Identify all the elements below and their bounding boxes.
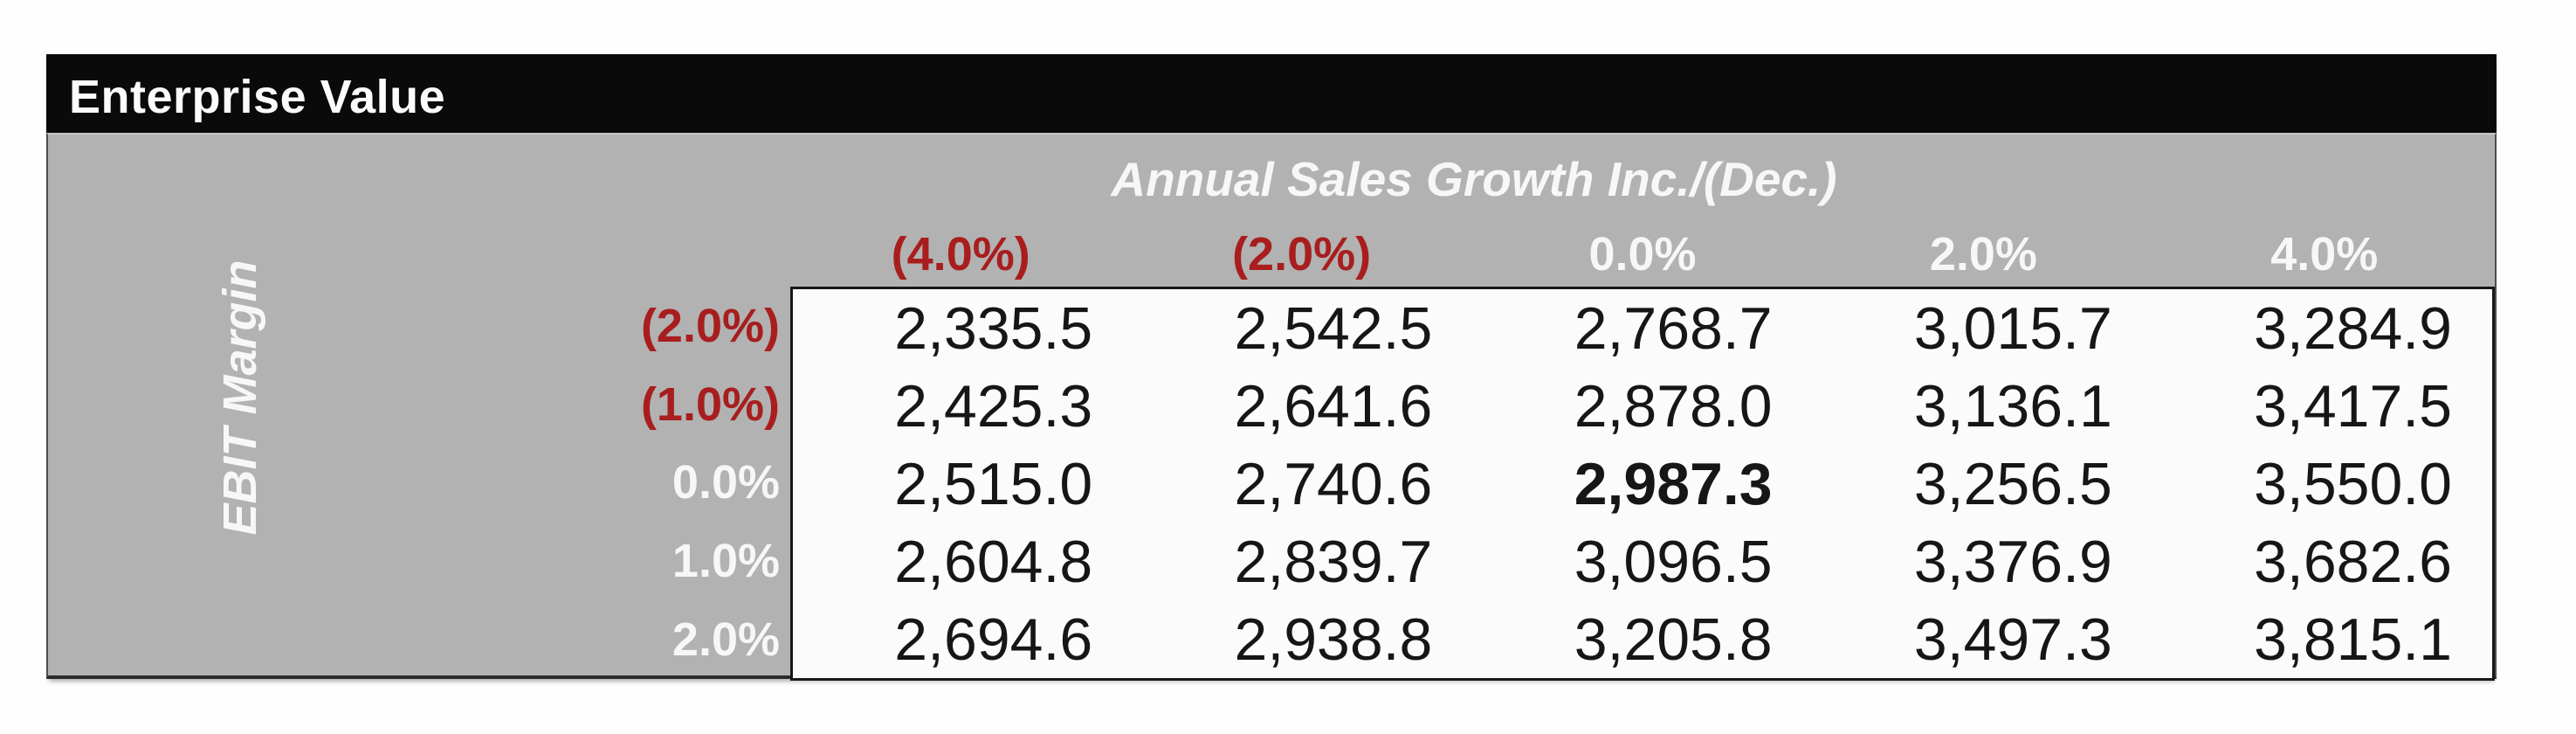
column-headers-row: (4.0%) (2.0%) 0.0% 2.0% 4.0% xyxy=(790,210,2495,287)
sensitivity-panel: Annual Sales Growth Inc./(Dec.) EBIT Mar… xyxy=(46,133,2497,681)
data-cell-r1-c1[interactable]: 2,641.6 xyxy=(1234,372,1433,440)
row-header-cell-0[interactable]: (2.0%) xyxy=(640,299,780,352)
column-header-cell-2[interactable]: 0.0% xyxy=(1588,228,1697,280)
data-cell-r0-c1[interactable]: 2,542.5 xyxy=(1234,294,1433,362)
data-cell-r1-c4[interactable]: 3,417.5 xyxy=(2254,372,2452,440)
data-cell-r3-c1[interactable]: 2,839.7 xyxy=(1234,528,1433,595)
data-cell-r2-c2[interactable]: 2,987.3 xyxy=(1574,450,1773,517)
data-cell-r1-c2[interactable]: 2,878.0 xyxy=(1574,372,1773,440)
row-header-cell-4[interactable]: 2.0% xyxy=(672,613,780,667)
data-cell-r0-c0[interactable]: 2,335.5 xyxy=(894,294,1093,362)
data-cell-r4-c1[interactable]: 2,938.8 xyxy=(1234,606,1433,673)
data-grid: 2,335.5 2,542.5 2,768.7 3,015.7 3,284.9 2,425… xyxy=(790,287,2495,681)
data-cell-r4-c0[interactable]: 2,694.6 xyxy=(894,606,1093,673)
column-header-cell-4[interactable]: 4.0% xyxy=(2270,228,2379,280)
row-headers-column: (2.0%) (1.0%) 0.0% 1.0% 2.0% xyxy=(48,287,780,679)
table-title-bar: Enterprise Value xyxy=(46,54,2497,133)
data-cell-r4-c4[interactable]: 3,815.1 xyxy=(2254,606,2452,673)
data-cell-r0-c3[interactable]: 3,015.7 xyxy=(1913,294,2112,362)
data-cell-r0-c4[interactable]: 3,284.9 xyxy=(2254,294,2452,362)
data-cell-r0-c2[interactable]: 2,768.7 xyxy=(1574,294,1773,362)
row-header-cell-1[interactable]: (1.0%) xyxy=(640,377,780,431)
row-header-cell-2[interactable]: 0.0% xyxy=(672,456,780,509)
data-cell-r3-c4[interactable]: 3,682.6 xyxy=(2254,528,2452,595)
data-cell-r2-c0[interactable]: 2,515.0 xyxy=(894,450,1093,517)
sensitivity-table: Enterprise Value Annual Sales Growth Inc… xyxy=(46,54,2497,681)
data-cell-r3-c0[interactable]: 2,604.8 xyxy=(894,528,1093,595)
table-title: Enterprise Value xyxy=(69,71,446,123)
data-cell-r1-c3[interactable]: 3,136.1 xyxy=(1913,372,2112,440)
column-header-cell-0[interactable]: (4.0%) xyxy=(891,228,1030,280)
row-header-cell-3[interactable]: 1.0% xyxy=(672,535,780,588)
data-cell-r4-c2[interactable]: 3,205.8 xyxy=(1574,606,1773,673)
column-header-cell-1[interactable]: (2.0%) xyxy=(1232,228,1372,280)
data-cell-r1-c0[interactable]: 2,425.3 xyxy=(894,372,1093,440)
data-cell-r2-c4[interactable]: 3,550.0 xyxy=(2254,450,2452,517)
column-axis-title: Annual Sales Growth Inc./(Dec.) xyxy=(1111,152,1837,206)
data-cell-r3-c3[interactable]: 3,376.9 xyxy=(1913,528,2112,595)
data-cell-r2-c1[interactable]: 2,740.6 xyxy=(1234,450,1433,517)
data-cell-r3-c2[interactable]: 3,096.5 xyxy=(1574,528,1773,595)
column-header-cell-3[interactable]: 2.0% xyxy=(1929,228,2037,280)
data-cell-r4-c3[interactable]: 3,497.3 xyxy=(1913,606,2112,673)
data-cell-r2-c3[interactable]: 3,256.5 xyxy=(1913,450,2112,517)
